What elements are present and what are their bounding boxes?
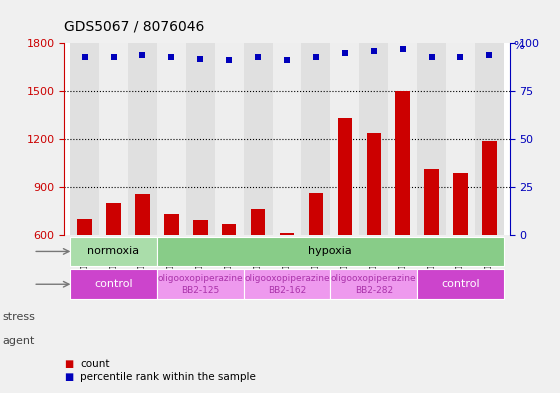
Bar (475, 43, 504, 235)
Point (196, 55, 205, 62)
Text: GDS5067 / 8076046: GDS5067 / 8076046 (64, 19, 205, 33)
Text: hypoxia: hypoxia (309, 246, 352, 256)
Bar (453, 173, 468, 235)
Text: control: control (441, 279, 480, 289)
Bar (417, 270, 504, 299)
Bar (330, 43, 360, 235)
Text: oligooxopiperazine
BB2-162: oligooxopiperazine BB2-162 (244, 274, 330, 295)
Bar (338, 118, 352, 235)
Bar (135, 194, 150, 235)
Text: count: count (80, 358, 110, 369)
Text: ■: ■ (64, 372, 74, 382)
Point (167, 53, 176, 60)
Bar (395, 91, 410, 235)
Bar (424, 169, 439, 235)
Bar (193, 220, 208, 235)
Bar (186, 43, 214, 235)
Text: %: % (514, 41, 524, 51)
Text: normoxia: normoxia (87, 246, 139, 256)
Point (485, 51, 494, 58)
Point (311, 53, 320, 60)
Bar (106, 203, 121, 235)
Bar (273, 43, 301, 235)
Text: percentile rank within the sample: percentile rank within the sample (80, 372, 256, 382)
Bar (251, 209, 265, 235)
Point (427, 53, 436, 60)
Point (340, 50, 349, 56)
Bar (244, 270, 330, 299)
Bar (214, 43, 244, 235)
Bar (70, 237, 157, 266)
Bar (70, 43, 99, 235)
Text: stress: stress (3, 312, 36, 322)
Text: oligooxopiperazine
BB2-125: oligooxopiperazine BB2-125 (157, 274, 243, 295)
Bar (77, 219, 92, 235)
Text: ■: ■ (64, 358, 74, 369)
Text: agent: agent (3, 336, 35, 346)
Bar (309, 193, 323, 235)
Bar (157, 237, 504, 266)
Bar (360, 43, 388, 235)
Point (225, 57, 234, 64)
Text: control: control (94, 279, 133, 289)
Bar (280, 233, 294, 235)
Bar (417, 43, 446, 235)
Bar (366, 133, 381, 235)
Bar (157, 43, 186, 235)
Point (254, 53, 263, 60)
Point (456, 53, 465, 60)
Bar (330, 270, 417, 299)
Bar (164, 214, 179, 235)
Bar (99, 43, 128, 235)
Bar (70, 270, 157, 299)
Point (80, 53, 89, 60)
Bar (301, 43, 330, 235)
Text: oligooxopiperazine
BB2-282: oligooxopiperazine BB2-282 (331, 274, 417, 295)
Point (283, 57, 292, 64)
Bar (482, 141, 497, 235)
Point (138, 51, 147, 58)
Bar (128, 43, 157, 235)
Bar (446, 43, 475, 235)
Point (109, 53, 118, 60)
Bar (388, 43, 417, 235)
Bar (157, 270, 244, 299)
Point (369, 48, 378, 54)
Bar (244, 43, 273, 235)
Bar (222, 224, 236, 235)
Point (398, 46, 407, 52)
